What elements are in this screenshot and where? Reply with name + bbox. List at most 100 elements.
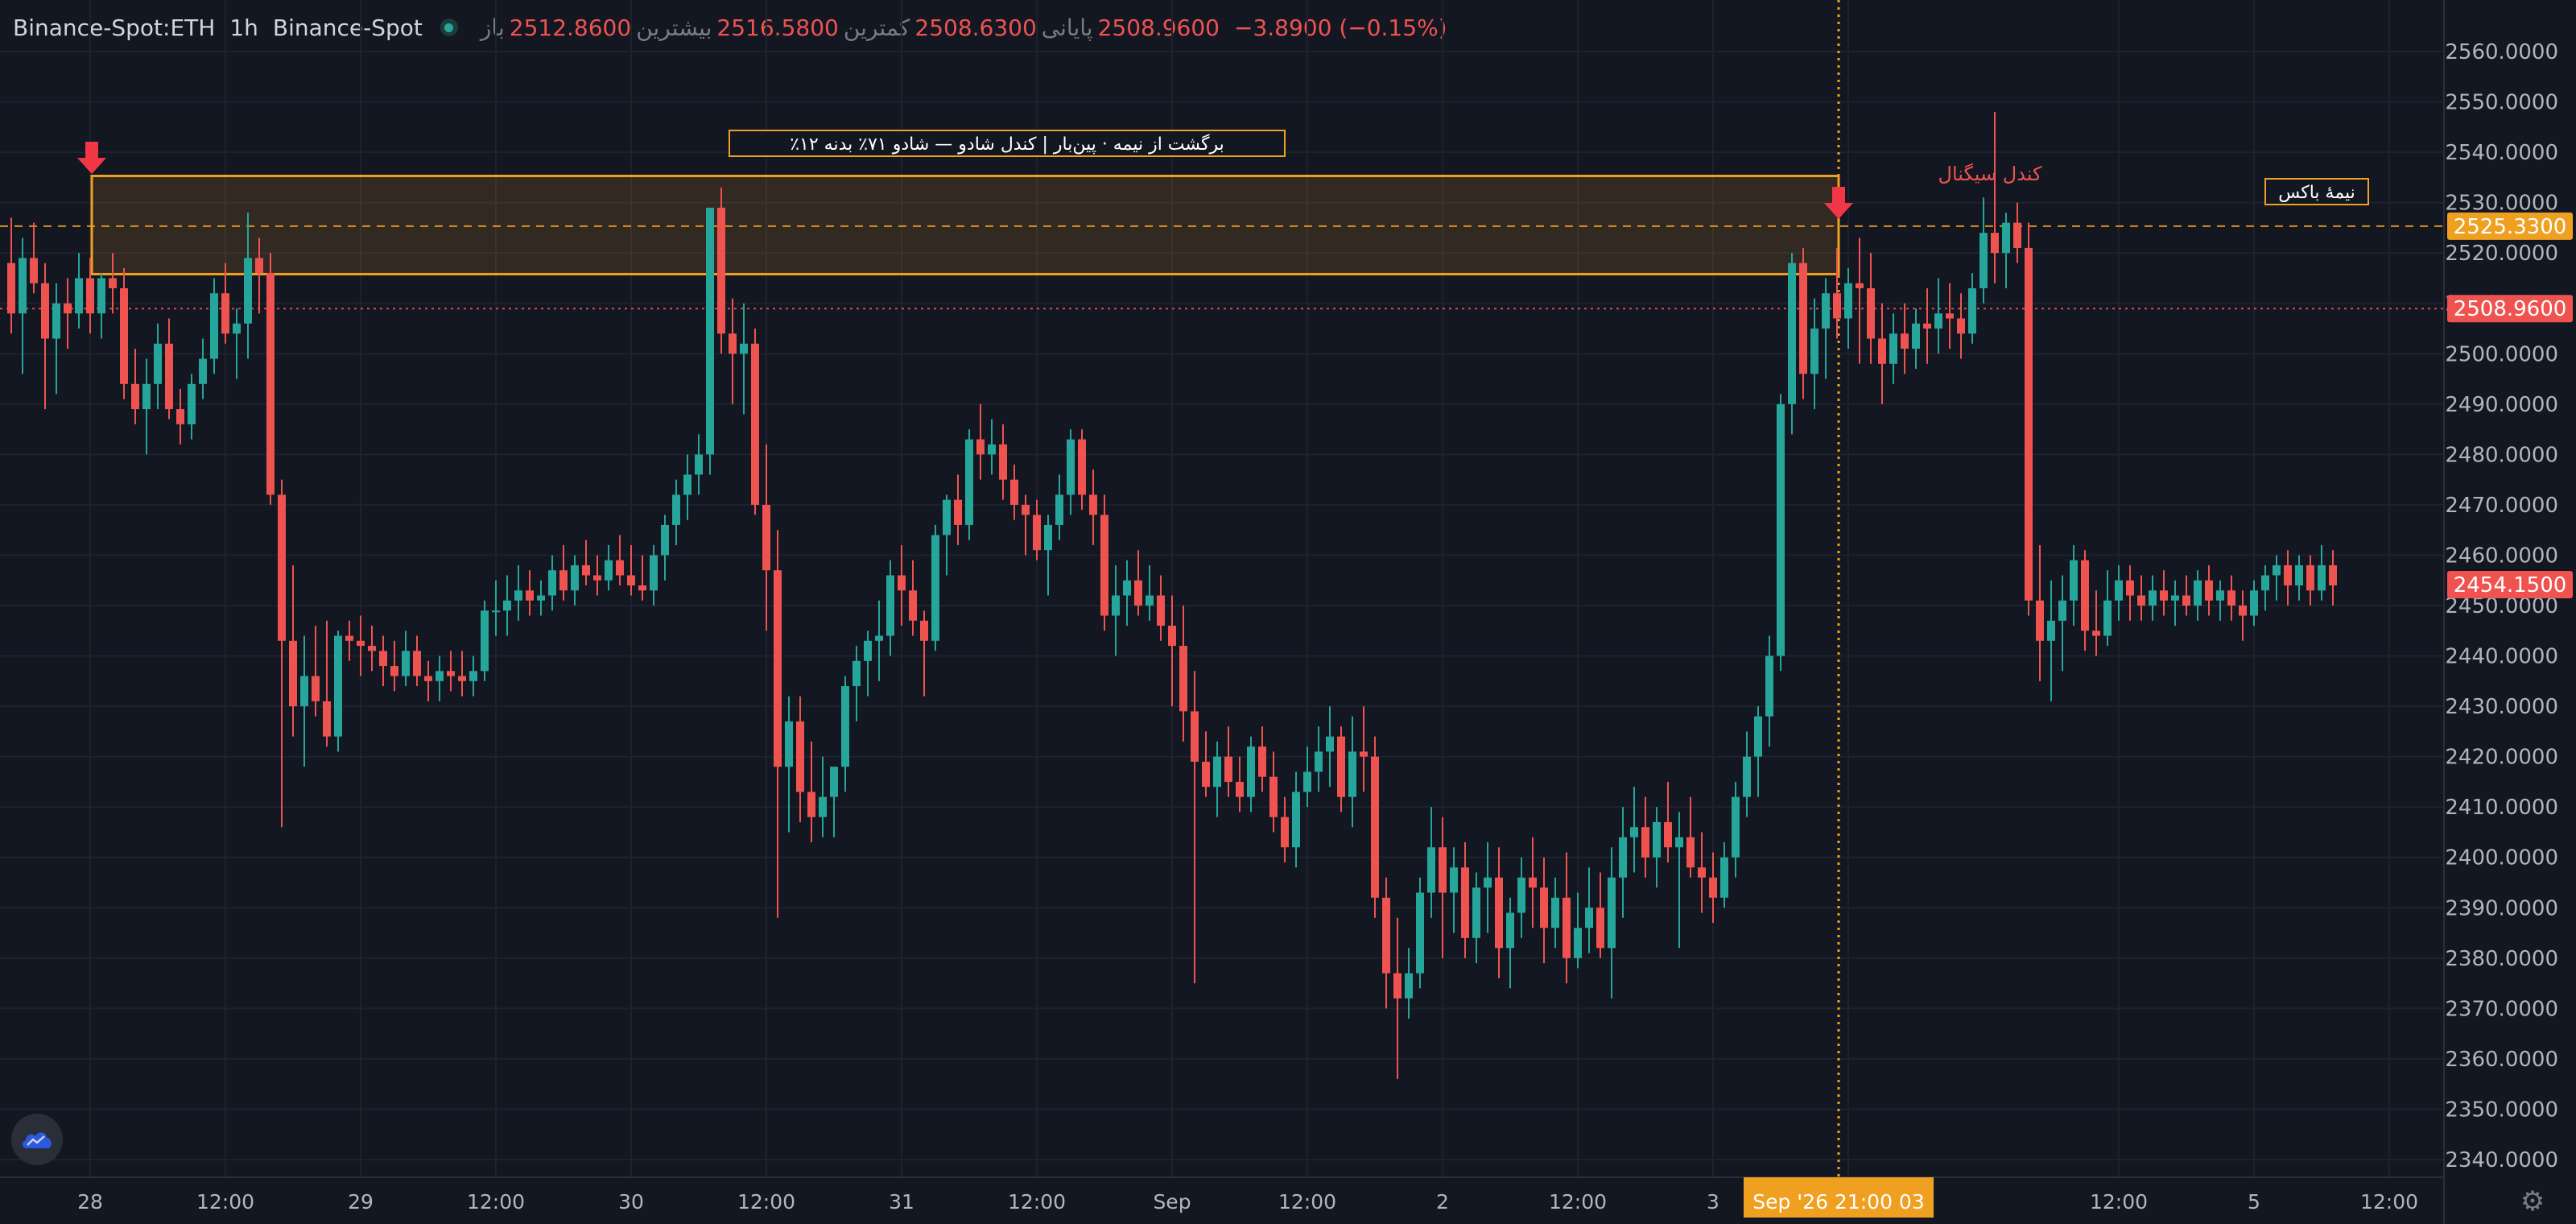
- gear-icon[interactable]: ⚙: [2520, 1185, 2545, 1218]
- candle: [1258, 746, 1266, 777]
- candle: [1698, 867, 1706, 878]
- candle: [1653, 821, 1661, 858]
- candle: [289, 640, 297, 707]
- time-tick-label: 12:00: [1549, 1190, 1607, 1214]
- price-tick-label: 2480.0000: [2445, 443, 2558, 467]
- candle: [2025, 247, 2033, 601]
- candle: [469, 671, 477, 681]
- open-label: باز: [480, 14, 505, 41]
- candle: [999, 444, 1007, 480]
- interval-label[interactable]: 1h: [229, 14, 258, 41]
- candle: [2205, 580, 2213, 601]
- candle: [920, 620, 928, 641]
- candle: [2239, 606, 2247, 616]
- candle: [199, 358, 207, 384]
- candle: [1788, 263, 1796, 404]
- candle: [1168, 626, 1176, 647]
- candle: [176, 409, 184, 424]
- candle: [1371, 756, 1379, 898]
- candle: [2058, 600, 2066, 621]
- candle: [2329, 564, 2337, 585]
- candle: [1991, 233, 1999, 254]
- candle: [976, 439, 985, 455]
- candle: [931, 535, 939, 641]
- candle: [368, 646, 376, 651]
- price-axis: 2340.0000 2350.0000 2360.0000 2370.0000 2380…: [2443, 0, 2576, 1224]
- candle: [571, 564, 579, 591]
- candle: [762, 504, 770, 571]
- candle: [1957, 318, 1965, 334]
- candle: [1236, 781, 1244, 797]
- candle: [2092, 631, 2100, 636]
- candle: [41, 283, 49, 339]
- price-tick-label: 2420.0000: [2445, 746, 2558, 770]
- candle: [2160, 590, 2168, 601]
- low-label: کمترین: [843, 14, 910, 41]
- candle: [1720, 857, 1728, 898]
- candle: [1506, 912, 1514, 949]
- candle: [1608, 877, 1616, 949]
- candle: [188, 383, 196, 424]
- candle: [390, 666, 398, 676]
- candle: [1416, 892, 1424, 974]
- candle: [1281, 817, 1289, 848]
- price-marker: [2447, 295, 2573, 323]
- candle: [1033, 515, 1041, 551]
- candle: [1202, 761, 1210, 788]
- candle: [458, 676, 466, 681]
- price-tick-label: 2470.0000: [2445, 494, 2558, 518]
- time-tick-label: Sep: [1153, 1190, 1191, 1214]
- candle: [1224, 756, 1232, 782]
- candle: [1495, 877, 1503, 949]
- candle: [2295, 564, 2303, 585]
- candle: [64, 303, 72, 314]
- candle: [210, 293, 218, 359]
- price-tick-label: 2550.0000: [2445, 91, 2558, 115]
- candle: [807, 792, 815, 817]
- candle: [1439, 847, 1447, 893]
- candle: [1596, 908, 1604, 949]
- candle: [1619, 837, 1627, 878]
- time-tick-label: 12:00: [1008, 1190, 1066, 1214]
- candle: [481, 610, 489, 672]
- candle: [1664, 821, 1672, 848]
- price-marker: [2447, 212, 2573, 240]
- cloud-logo-icon[interactable]: [11, 1114, 63, 1165]
- time-tick-label: 12:00: [196, 1190, 254, 1214]
- candle: [1777, 403, 1785, 656]
- candle: [774, 570, 782, 767]
- candle: [1269, 776, 1278, 817]
- candle: [323, 701, 331, 737]
- signal-label: کندل سیگنال: [1938, 163, 2043, 185]
- high-value: 2516.5800: [716, 14, 839, 41]
- candle: [1044, 524, 1052, 551]
- symbol-name[interactable]: Binance-Spot:ETH: [13, 14, 216, 41]
- candle: [2306, 564, 2314, 591]
- candle: [1134, 580, 1142, 606]
- candle: [109, 278, 117, 288]
- candle: [1461, 867, 1469, 938]
- candle: [30, 258, 38, 283]
- price-tick-label: 2410.0000: [2445, 796, 2558, 820]
- candle: [1946, 313, 1954, 319]
- price-tick-label: 2540.0000: [2445, 141, 2558, 165]
- candle: [492, 610, 500, 613]
- candle: [1563, 897, 1571, 958]
- candle: [424, 676, 432, 681]
- candle: [278, 494, 286, 641]
- candle: [1732, 796, 1740, 858]
- candle: [1833, 293, 1841, 319]
- candle: [661, 524, 669, 556]
- time-tick-label: 5: [2248, 1190, 2260, 1214]
- price-tick-label: 2500.0000: [2445, 342, 2558, 366]
- candle: [1326, 736, 1334, 752]
- candle: [1709, 877, 1717, 898]
- entry-arrow-icon: [77, 142, 106, 174]
- candle: [717, 207, 725, 334]
- candle: [751, 343, 759, 505]
- candle: [75, 278, 83, 314]
- candle: [1923, 323, 1931, 329]
- candle: [2036, 600, 2044, 641]
- candle: [436, 671, 444, 681]
